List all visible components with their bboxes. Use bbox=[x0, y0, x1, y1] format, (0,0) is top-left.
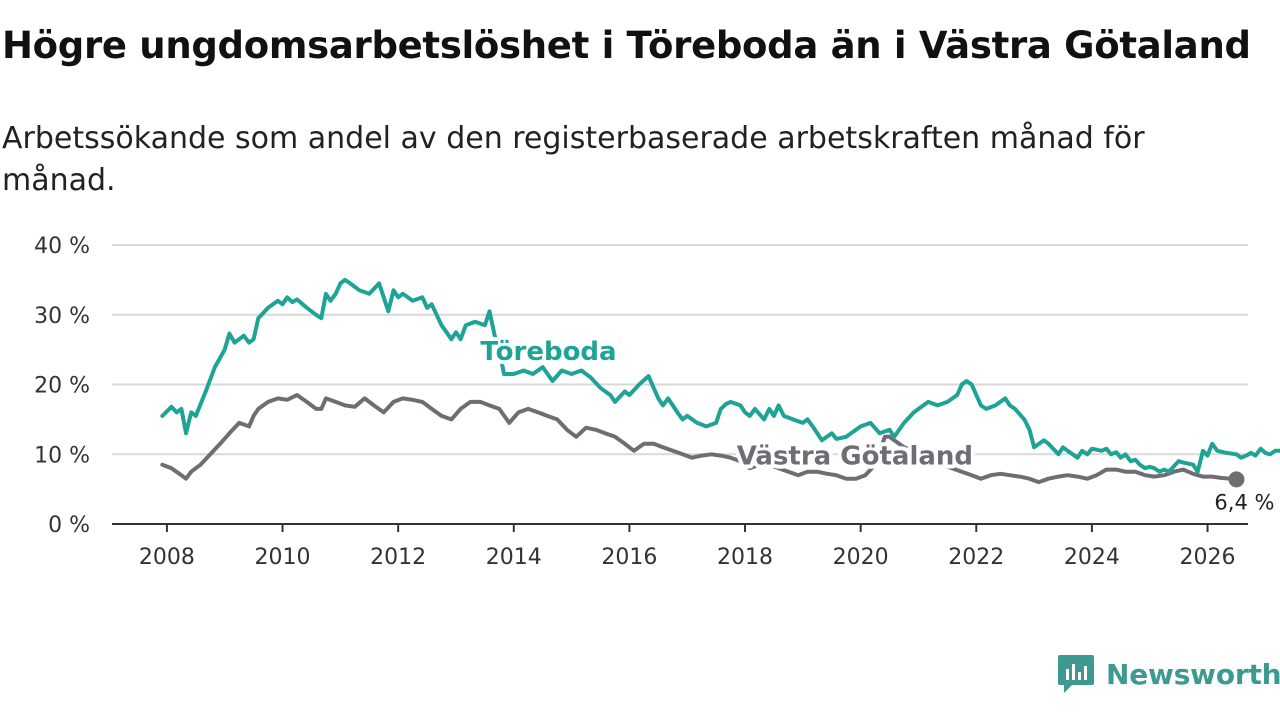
x-tick-label: 2020 bbox=[833, 545, 889, 570]
newsworthy-logo[interactable]: Newsworthy bbox=[1058, 654, 1280, 694]
series-line-toreboda bbox=[160, 277, 1280, 474]
y-tick-label: 40 % bbox=[34, 234, 90, 259]
newsworthy-logo-icon bbox=[1058, 655, 1094, 693]
y-tick-label: 10 % bbox=[34, 443, 90, 468]
x-tick-label: 2012 bbox=[370, 545, 426, 570]
y-tick-label: 20 % bbox=[34, 374, 90, 399]
x-tick-label: 2008 bbox=[139, 545, 195, 570]
series-line-vastra-gotaland bbox=[160, 393, 1239, 485]
x-tick-label: 2014 bbox=[486, 545, 542, 570]
line-chart: 0 % 10 % 20 % 30 % 40 % 2008 2010 2012 2014 2016 2… bbox=[34, 234, 1280, 570]
end-value-label-vastra-gotaland: 6,4 % bbox=[1214, 490, 1274, 514]
y-tick-label: 30 % bbox=[34, 304, 90, 329]
x-tick-label: 2018 bbox=[717, 545, 773, 570]
end-point-vastra-gotaland bbox=[1228, 471, 1245, 488]
x-tick-label: 2010 bbox=[255, 545, 311, 570]
x-tick-label: 2016 bbox=[601, 545, 657, 570]
chart-title: Högre ungdomsarbetslöshet i Töreboda än … bbox=[2, 24, 1251, 67]
x-tick-label: 2024 bbox=[1064, 545, 1120, 570]
series-label-toreboda: Töreboda bbox=[480, 337, 616, 367]
newsworthy-logo-text: Newsworthy bbox=[1106, 657, 1280, 691]
series-label-vastra-gotaland: Västra Götaland bbox=[737, 442, 973, 472]
x-tick-label: 2026 bbox=[1180, 545, 1236, 570]
y-tick-label: 0 % bbox=[48, 513, 90, 538]
x-tick-label: 2022 bbox=[948, 545, 1004, 570]
chart-subtitle: Arbetssökande som andel av den registerb… bbox=[2, 121, 1145, 198]
